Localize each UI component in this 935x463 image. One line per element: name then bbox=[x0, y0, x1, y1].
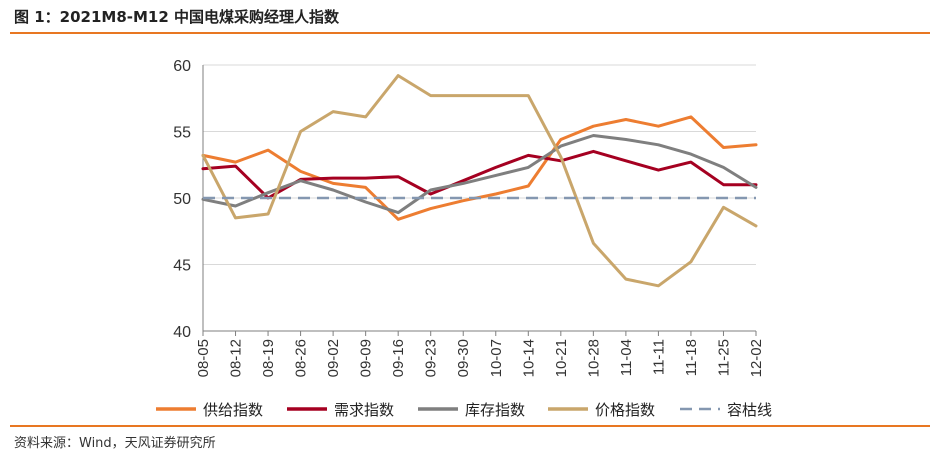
x-tick-label: 09-23 bbox=[423, 339, 440, 377]
x-tick-label: 11-25 bbox=[715, 339, 732, 376]
axes: 40 45 50 55 60 08-05 08-12 08-19 08-26 09-02 09-09… bbox=[173, 58, 765, 377]
legend-label: 供给指数 bbox=[203, 402, 263, 419]
top-rule bbox=[10, 32, 930, 34]
series-lines bbox=[201, 74, 758, 288]
x-tick-label: 11-04 bbox=[618, 339, 635, 376]
y-tick-label: 40 bbox=[173, 324, 191, 341]
bottom-rule bbox=[10, 425, 930, 427]
legend-label: 库存指数 bbox=[465, 402, 525, 419]
y-tick-label: 50 bbox=[173, 191, 191, 208]
y-tick-label: 55 bbox=[173, 125, 191, 142]
x-tick-label: 12-02 bbox=[748, 339, 765, 377]
x-tick-label: 08-19 bbox=[260, 339, 277, 377]
x-tick-label: 10-07 bbox=[488, 339, 505, 377]
source-note: 资料来源：Wind，天风证券研究所 bbox=[14, 436, 216, 451]
legend-label: 容枯线 bbox=[727, 402, 772, 419]
figure-title: 图 1：2021M8-M12 中国电煤采购经理人指数 bbox=[14, 8, 340, 26]
x-tick-label: 09-02 bbox=[325, 339, 342, 377]
x-tick-label: 11-18 bbox=[683, 339, 700, 376]
series-line-3 bbox=[201, 74, 758, 288]
legend-label: 价格指数 bbox=[595, 402, 655, 419]
x-tick-label: 10-28 bbox=[585, 339, 602, 377]
x-tick-label: 08-12 bbox=[228, 339, 245, 377]
y-tick-label: 60 bbox=[173, 58, 191, 75]
x-tick-label: 10-21 bbox=[553, 339, 570, 377]
series-line-2 bbox=[201, 134, 758, 215]
x-tick-label: 09-30 bbox=[455, 339, 472, 377]
x-tick-label: 11-11 bbox=[650, 339, 667, 375]
x-tick-label: 08-05 bbox=[195, 339, 212, 377]
y-tick-label: 45 bbox=[173, 258, 191, 275]
x-tick-label: 09-16 bbox=[390, 339, 407, 377]
series-line-1 bbox=[201, 149, 758, 200]
x-tick-label: 09-09 bbox=[358, 339, 375, 377]
x-tick-label: 08-26 bbox=[293, 339, 310, 377]
x-tick-label: 10-14 bbox=[520, 339, 537, 377]
legend-label: 需求指数 bbox=[334, 402, 394, 419]
legend: 供给指数 需求指数 库存指数 价格指数 容枯线 bbox=[156, 402, 772, 419]
